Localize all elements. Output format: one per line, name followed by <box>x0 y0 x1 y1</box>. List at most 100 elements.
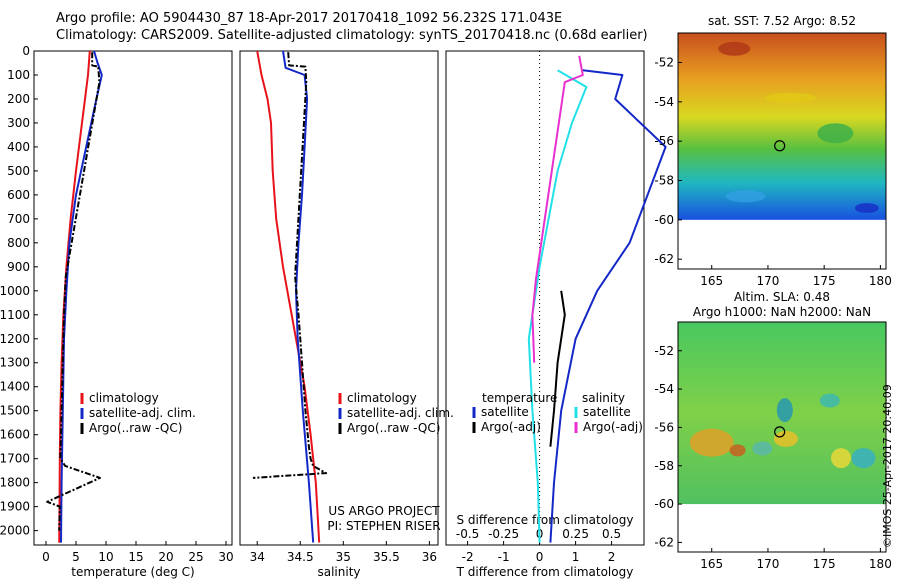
differences-series-3-line <box>531 55 584 363</box>
sla-map-xtick-label-3: 180 <box>869 557 892 571</box>
depth-tick-label-11: 1100 <box>0 308 30 322</box>
depth-tick-label-0: 0 <box>22 44 30 58</box>
sla-map-blob-4 <box>752 441 773 456</box>
sla-map-subtitle: Argo h1000: NaN h2000: NaN <box>693 305 871 319</box>
salinity-plot-frame <box>239 50 439 546</box>
temperature-plot-frame <box>33 50 233 546</box>
differences-series-1-line <box>549 290 566 447</box>
sla-map-ytick-label-2: -56 <box>654 420 674 434</box>
salinity-series-1-line <box>282 50 315 543</box>
salinity-annotation-line-2: PI: STEPHEN RISER <box>327 519 440 533</box>
sst-map-xtick-label-1: 170 <box>756 274 779 288</box>
difference-legend-label-0: satellite <box>481 405 529 419</box>
salinity-xlabel: salinity <box>317 565 360 579</box>
temperature-x-tick-label-0: 0 <box>42 550 50 564</box>
temperature-x-tick-label-3: 15 <box>128 550 143 564</box>
difference-legend-header-temperature: temperature <box>482 391 557 405</box>
temperature-legend-label-1: satellite-adj. clim. <box>89 406 196 420</box>
sla-map-ytick-label-5: -62 <box>654 535 674 549</box>
sst-map-frame <box>677 32 887 270</box>
difference-plot-frame <box>445 50 645 546</box>
difference-legend-label-3: Argo(-adj) <box>583 420 643 434</box>
temperature-series-0-line <box>58 50 91 543</box>
sla-map-blob-6 <box>851 448 876 469</box>
sst-map-ytick-label-3: -58 <box>654 174 674 188</box>
temperature-x-tick-label-5: 25 <box>188 550 203 564</box>
temperature-x-tick-label-4: 20 <box>158 550 173 564</box>
sla-map-blob-7 <box>831 448 852 469</box>
temperature-legend-label-2: Argo(..raw -QC) <box>89 421 182 435</box>
sst-map-xtick-label-3: 180 <box>869 274 892 288</box>
temperature-xlabel: temperature (deg C) <box>71 565 194 579</box>
difference-x-tick-label-0: -2 <box>462 550 474 564</box>
depth-tick-label-18: 1800 <box>0 476 30 490</box>
difference-x-tick-label-4: 2 <box>608 550 616 564</box>
salinity-x-tick-label-0: 34 <box>250 550 265 564</box>
difference-x-tick-label-3: 1 <box>572 550 580 564</box>
depth-tick-label-4: 400 <box>7 140 30 154</box>
sla-map-xtick-label-1: 170 <box>756 557 779 571</box>
depth-tick-label-12: 1200 <box>0 332 30 346</box>
sst-map-blob-2 <box>725 190 766 203</box>
sla-map-blob-1 <box>729 444 746 457</box>
difference-xlabel: T difference from climatology <box>456 565 634 579</box>
sla-map-blob-3 <box>773 430 798 447</box>
salinity-series-0-line <box>256 50 321 543</box>
difference-x2-tick-label-4: 0.5 <box>602 527 621 541</box>
sst-map-ytick-label-2: -56 <box>654 134 674 148</box>
sst-map-field <box>678 33 886 220</box>
sst-map-image <box>678 33 886 220</box>
sla-map-blob-2 <box>776 398 793 423</box>
depth-tick-label-10: 1000 <box>0 284 30 298</box>
difference-x2-tick-label-0: -0.5 <box>456 527 479 541</box>
salinity-annotation-line-1: US ARGO PROJECT <box>328 504 440 518</box>
sla-map-ytick-label-3: -58 <box>654 459 674 473</box>
difference-legend-label-1: Argo(-adj) <box>481 420 541 434</box>
sst-map-ytick-label-5: -62 <box>654 252 674 266</box>
sst-map-argo-marker <box>774 140 786 152</box>
salinity-series-2-line <box>252 52 328 479</box>
sst-map-blob-1 <box>817 123 854 144</box>
sla-map-blob-0 <box>689 428 734 457</box>
imos-credit: ©IMOS 25-Apr-2017 20:40:09 <box>881 384 894 548</box>
depth-tick-label-3: 300 <box>7 116 30 130</box>
depth-tick-label-6: 600 <box>7 188 30 202</box>
depth-tick-label-7: 700 <box>7 212 30 226</box>
depth-tick-label-2: 200 <box>7 92 30 106</box>
temperature-series-2-line <box>46 52 101 531</box>
difference-x2-tick-label-1: -0.25 <box>488 527 519 541</box>
depth-tick-label-19: 1900 <box>0 500 30 514</box>
difference-x2-tick-label-3: 0.25 <box>562 527 589 541</box>
difference-legend-header-salinity: salinity <box>582 391 625 405</box>
difference-xlabel2: S difference from climatology <box>457 513 634 527</box>
depth-tick-label-9: 900 <box>7 260 30 274</box>
sla-map-blob-5 <box>819 393 840 408</box>
salinity-legend-label-2: Argo(..raw -QC) <box>347 421 440 435</box>
sst-map-blob-3 <box>854 203 879 214</box>
temperature-x-tick-label-2: 10 <box>98 550 113 564</box>
sla-map-xtick-label-0: 165 <box>700 557 723 571</box>
sst-map-blob-4 <box>764 92 817 103</box>
differences-series-0-line <box>549 69 667 543</box>
sla-map-xtick-label-2: 175 <box>813 557 836 571</box>
sst-map-ytick-label-0: -52 <box>654 56 674 70</box>
salinity-x-tick-label-1: 34.5 <box>287 550 314 564</box>
sla-map-argo-marker <box>774 426 786 438</box>
sst-map-xtick-label-2: 175 <box>813 274 836 288</box>
header-line-1: Argo profile: AO 5904430_87 18-Apr-2017 … <box>56 11 563 26</box>
salinity-x-tick-label-2: 35 <box>336 550 351 564</box>
sst-map-xtick-label-0: 165 <box>700 274 723 288</box>
header-line-2: Climatology: CARS2009. Satellite-adjuste… <box>56 28 648 43</box>
sst-map-ytick-label-1: -54 <box>654 95 674 109</box>
salinity-legend-label-0: climatology <box>347 391 417 405</box>
salinity-legend-label-1: satellite-adj. clim. <box>347 406 454 420</box>
sla-map-image <box>678 322 886 505</box>
depth-tick-label-13: 1300 <box>0 356 30 370</box>
difference-legend-label-2: satellite <box>583 405 631 419</box>
depth-tick-label-5: 500 <box>7 164 30 178</box>
depth-tick-label-15: 1500 <box>0 404 30 418</box>
difference-x-tick-label-2: 0 <box>536 550 544 564</box>
salinity-x-tick-label-4: 36 <box>422 550 437 564</box>
temperature-x-tick-label-1: 5 <box>72 550 80 564</box>
